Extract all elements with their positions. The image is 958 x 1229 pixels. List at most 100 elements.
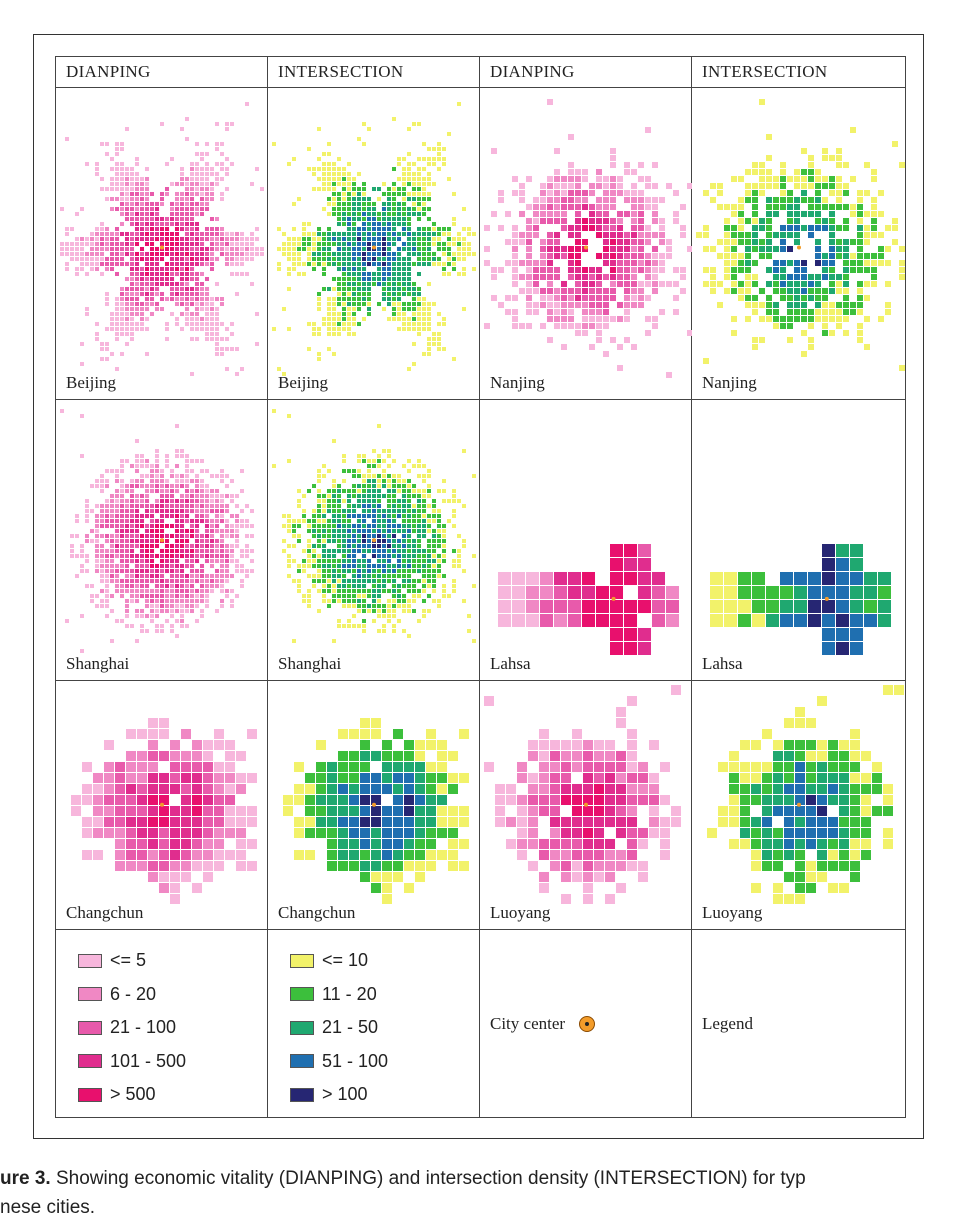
map-grid-cell [155,519,159,523]
map-grid-cell [294,784,304,794]
map-grid-cell [180,262,184,266]
map-grid-cell [794,232,800,238]
map-grid-cell [327,297,331,301]
map-grid-cell [589,309,595,315]
map-grid-cell [70,549,74,553]
map-grid-cell [372,554,376,558]
map-grid-cell [135,524,139,528]
map-grid-cell [175,232,179,236]
map-grid-cell [367,459,371,463]
map-grid-cell [342,212,346,216]
map-grid-cell [225,751,235,761]
map-grid-cell [137,773,147,783]
map-grid-cell [407,554,411,558]
map-grid-cell [160,252,164,256]
map-grid-cell [738,197,744,203]
map-grid-cell [745,239,751,245]
map-grid-cell [332,519,336,523]
map-grid-cell [155,524,159,528]
map-grid-cell [200,237,204,241]
map-grid-cell [145,177,149,181]
map-grid-cell [447,232,451,236]
map-grid-cell [561,344,567,350]
map-grid-cell [362,247,366,251]
map-grid-cell [412,232,416,236]
map-grid-cell [135,439,139,443]
map-grid-cell [307,524,311,528]
map-grid-cell [828,762,838,772]
map-grid-cell [387,549,391,553]
map-grid-cell [575,239,581,245]
map-grid-cell [225,594,229,598]
map-grid-cell [528,751,538,761]
map-grid-cell [305,795,315,805]
map-grid-cell [215,322,219,326]
map-grid-cell [205,584,209,588]
map-grid-cell [568,246,574,252]
map-grid-cell [561,894,571,904]
map-grid-cell [801,190,807,196]
map-grid-cell [349,817,359,827]
map-grid-cell [377,282,381,286]
map-grid-cell [245,519,249,523]
map-grid-cell [165,484,169,488]
map-grid-cell [631,267,637,273]
map-grid-cell [437,509,441,513]
map-grid-cell [85,162,89,166]
map-grid-cell [372,489,376,493]
map-grid-cell [624,190,630,196]
map-grid-cell [392,287,396,291]
map-grid-cell [120,489,124,493]
map-grid-cell [220,549,224,553]
map-grid-cell [327,509,331,513]
map-grid-cell [185,322,189,326]
map-grid-cell [387,599,391,603]
map-grid-cell [95,544,99,548]
map-grid-cell [347,594,351,598]
map-grid-cell [432,584,436,588]
map-grid-cell [857,302,863,308]
map-grid-cell [120,192,124,196]
map-grid-cell [850,806,860,816]
map-grid-cell [160,564,164,568]
map-grid-cell [645,281,651,287]
map-grid-cell [616,806,626,816]
map-grid-cell [603,176,609,182]
map-grid-cell [250,242,254,246]
map-grid-cell [806,828,816,838]
map-grid-cell [150,599,154,603]
map-grid-cell [180,167,184,171]
map-grid-cell [371,718,381,728]
map-grid-cell [402,489,406,493]
map-grid-cell [352,247,356,251]
map-grid-cell [561,309,567,315]
map-grid-cell [437,519,441,523]
map-grid-cell [519,323,525,329]
map-grid-cell [115,499,119,503]
map-grid-cell [195,177,199,181]
map-grid-cell [367,489,371,493]
map-grid-cell [568,183,574,189]
map-grid-cell [120,559,124,563]
map-grid-cell [371,773,381,783]
map-grid-cell [550,839,560,849]
map-grid-cell [751,784,761,794]
map-grid-cell [347,539,351,543]
map-grid-cell [367,569,371,573]
map-grid-cell [822,586,835,599]
map-grid-cell [387,499,391,503]
map-grid-cell [140,499,144,503]
map-grid-cell [362,454,366,458]
map-grid-cell [160,624,164,628]
map-grid-cell [857,281,863,287]
map-grid-cell [337,504,341,508]
map-grid-cell [70,554,74,558]
map-grid-cell [422,529,426,533]
map-grid-cell [120,187,124,191]
map-grid-cell [352,192,356,196]
map-grid-cell [150,619,154,623]
map-grid-cell [659,267,665,273]
map-grid-cell [382,262,386,266]
map-grid-cell [160,242,164,246]
map-grid-cell [150,524,154,528]
